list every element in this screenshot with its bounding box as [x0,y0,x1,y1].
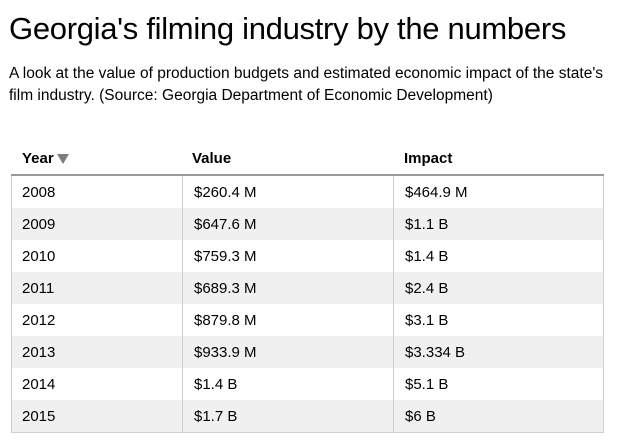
sort-descending-icon[interactable] [56,153,69,164]
cell-impact: $3.334 B [393,336,603,368]
cell-value: $1.4 B [182,368,393,400]
table-row: 2014 $1.4 B $5.1 B [12,368,603,400]
cell-value: $260.4 M [182,176,393,208]
cell-year: 2013 [22,343,56,361]
table-header-row: Year Value Impact [11,142,604,176]
cell-value: $647.6 M [182,208,393,240]
cell-year: 2011 [22,279,55,297]
table-row: 2009 $647.6 M $1.1 B [12,208,603,240]
cell-impact: $6 B [393,400,603,432]
cell-impact: $1.4 B [393,240,603,272]
cell-value: $933.9 M [182,336,393,368]
column-header-year[interactable]: Year [11,150,181,167]
cell-impact: $3.1 B [393,304,603,336]
data-table: Year Value Impact 2008 $260.4 M $464.9 M… [11,142,604,433]
cell-year: 2012 [22,311,56,329]
table-row: 2011 $689.3 M $2.4 B [12,272,603,304]
page-title: Georgia's filming industry by the number… [9,11,567,46]
cell-value: $879.8 M [182,304,393,336]
cell-year: 2009 [22,215,56,233]
cell-year: 2014 [22,375,56,393]
cell-impact: $464.9 M [393,176,603,208]
table-row: 2008 $260.4 M $464.9 M [12,176,603,208]
cell-year: 2015 [22,407,56,425]
table-row: 2013 $933.9 M $3.334 B [12,336,603,368]
cell-year: 2008 [22,183,56,201]
cell-impact: $5.1 B [393,368,603,400]
page-subtitle: A look at the value of production budget… [9,65,604,104]
cell-year: 2010 [22,247,56,265]
table-body: 2008 $260.4 M $464.9 M 2009 $647.6 M $1.… [11,176,604,433]
cell-impact: $1.1 B [393,208,603,240]
column-header-year-label: Year [22,149,54,167]
column-header-value[interactable]: Value [192,149,232,167]
table-row: 2012 $879.8 M $3.1 B [12,304,603,336]
cell-impact: $2.4 B [393,272,603,304]
cell-value: $1.7 B [182,400,393,432]
table-row: 2015 $1.7 B $6 B [12,400,603,432]
column-header-impact[interactable]: Impact [404,149,453,167]
cell-value: $759.3 M [182,240,393,272]
table-row: 2010 $759.3 M $1.4 B [12,240,603,272]
cell-value: $689.3 M [182,272,393,304]
